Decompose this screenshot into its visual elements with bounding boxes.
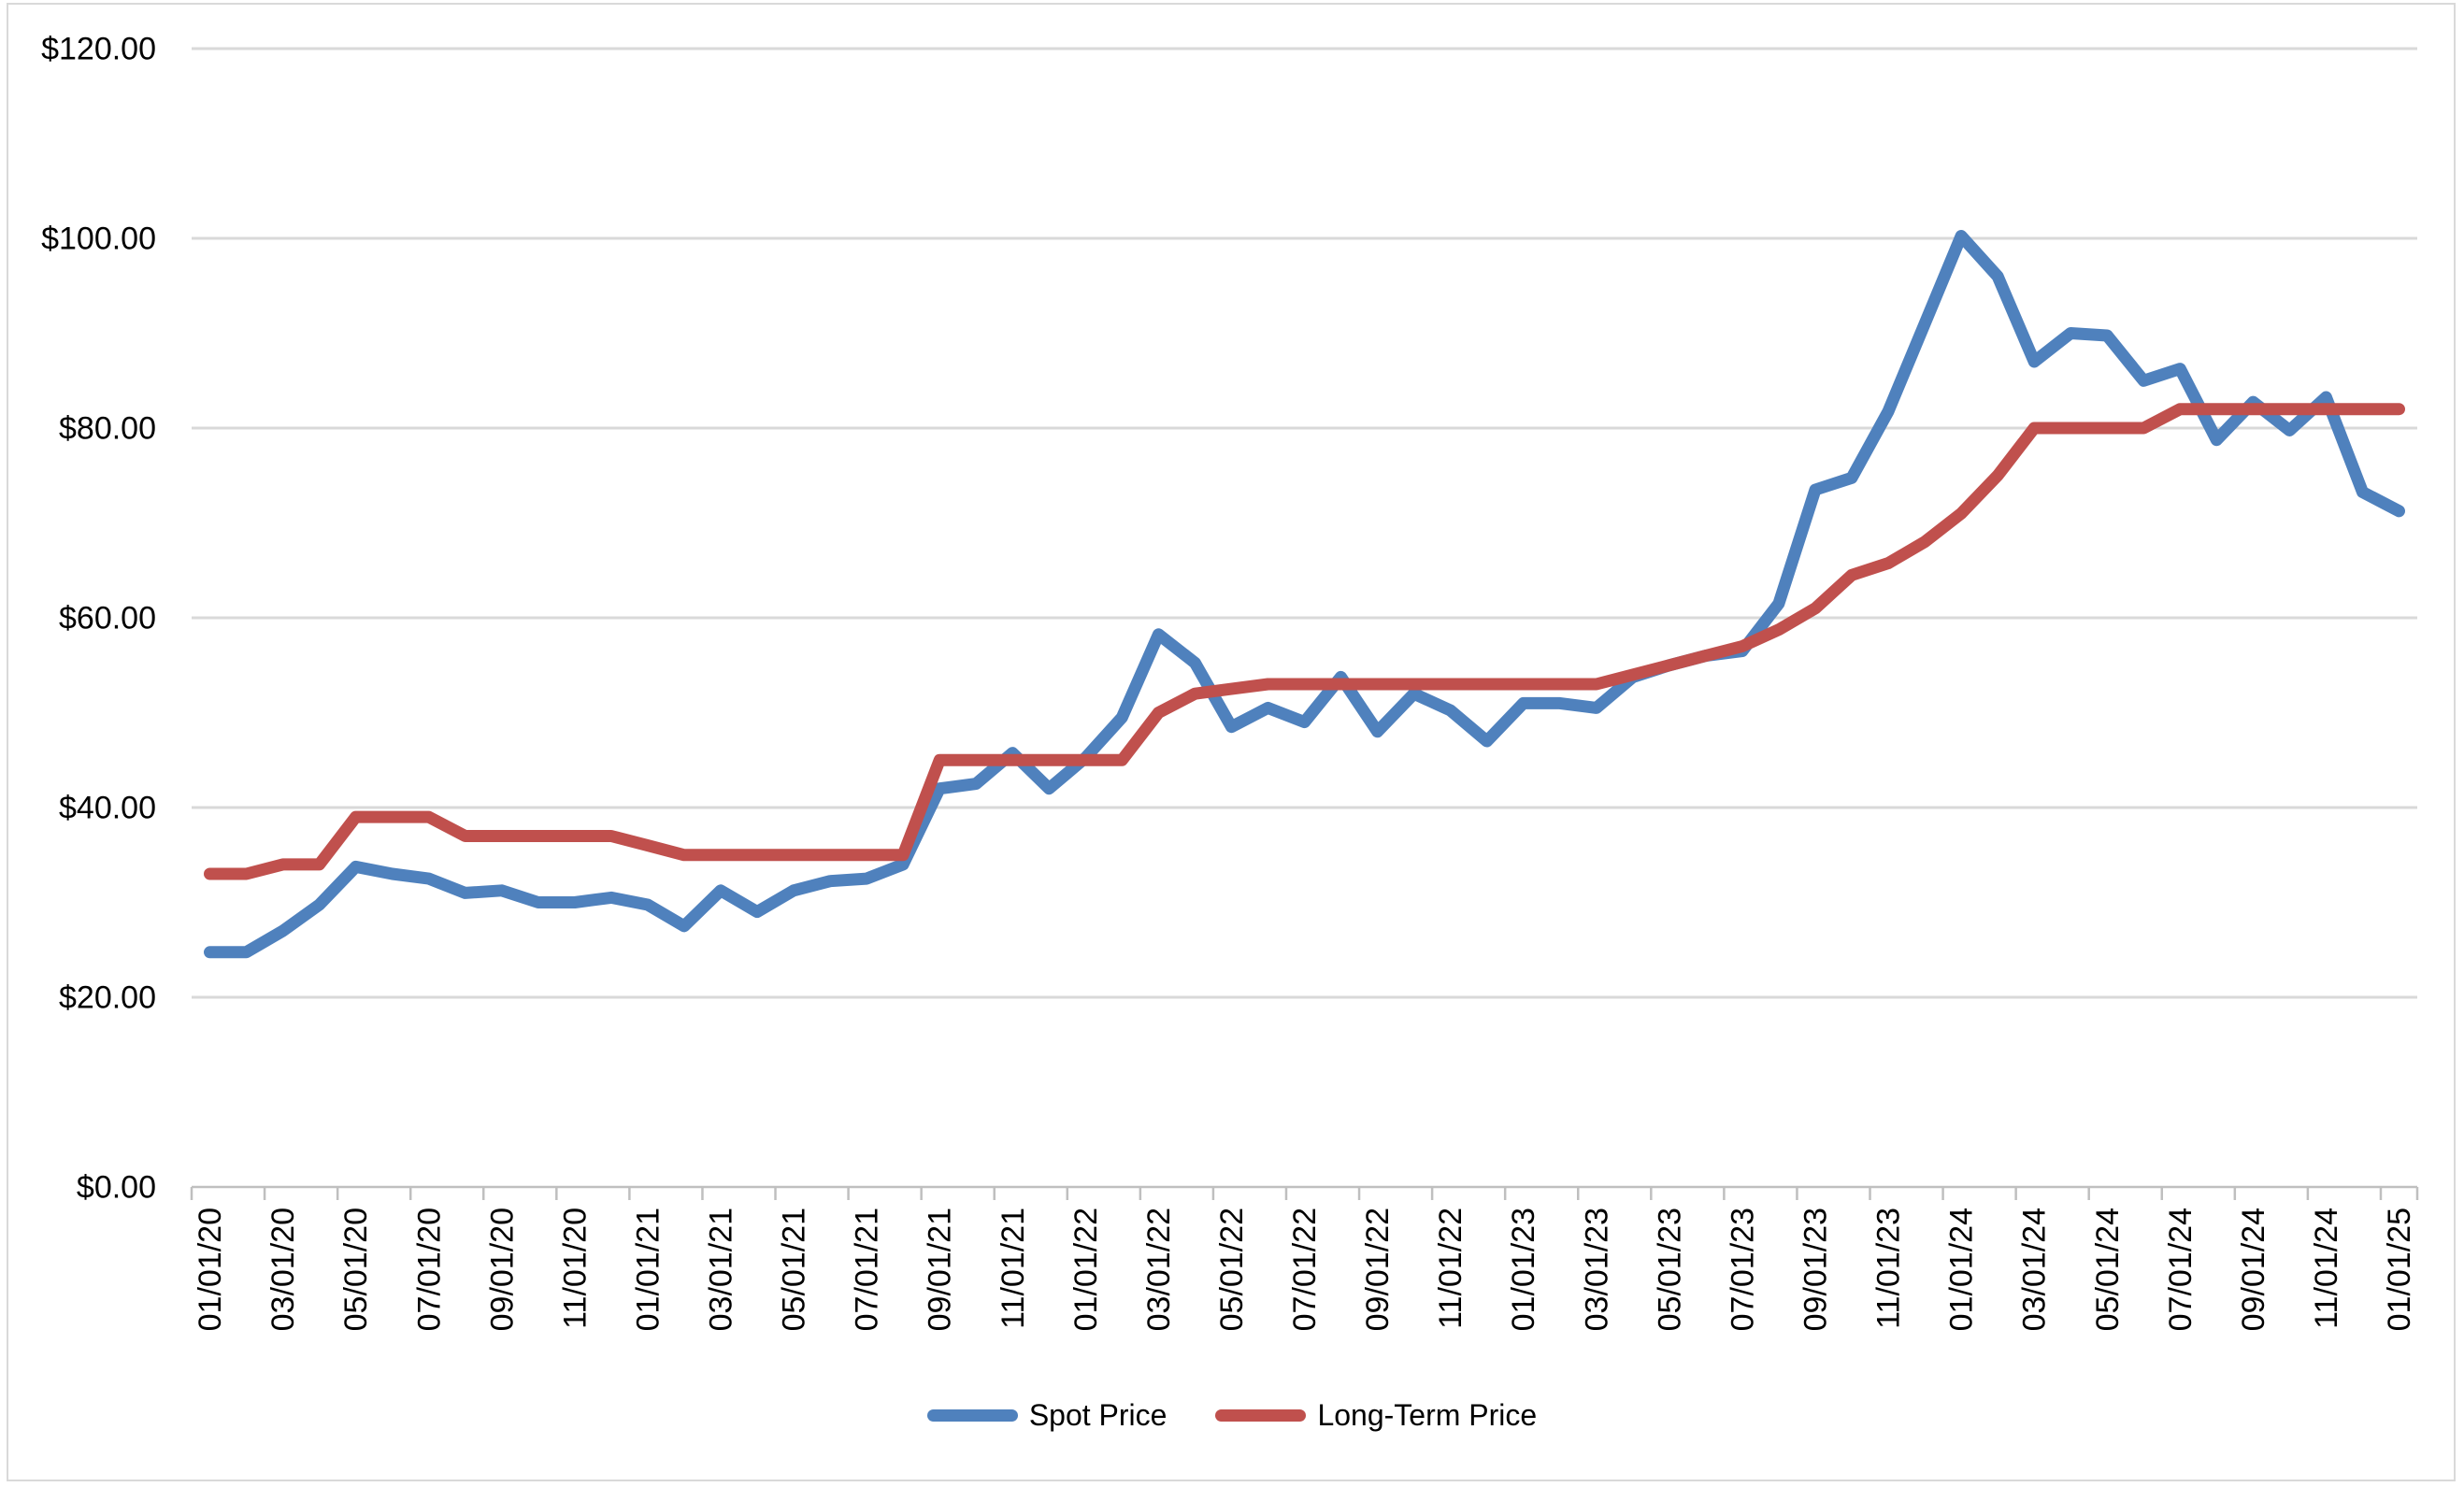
- legend-item-spot-price: Spot Price: [926, 1398, 1168, 1433]
- x-axis-label: 07/01/23: [1725, 1208, 1760, 1331]
- x-axis-label: 07/01/21: [850, 1208, 885, 1331]
- x-axis-label: 11/01/24: [2309, 1208, 2344, 1329]
- long-term-price-line-swatch: [1215, 1409, 1307, 1422]
- legend-label-long-term-price: Long-Term Price: [1317, 1398, 1538, 1432]
- x-axis-label: 11/01/20: [557, 1208, 593, 1329]
- series-line-spot-price: [204, 230, 2405, 959]
- x-axis-label: 07/01/22: [1287, 1208, 1323, 1331]
- y-axis-label: $100.00: [41, 222, 156, 257]
- x-axis-label: 05/01/23: [1652, 1208, 1687, 1331]
- x-axis-label: 03/01/21: [704, 1208, 739, 1331]
- x-axis-label: 09/01/24: [2236, 1208, 2271, 1331]
- x-axis-label: 03/01/23: [1579, 1208, 1614, 1331]
- x-axis-label: 03/01/20: [265, 1208, 301, 1331]
- x-axis-label: 03/01/22: [1141, 1208, 1177, 1331]
- x-axis-label: 07/01/24: [2163, 1208, 2199, 1331]
- x-axis-label: 05/01/21: [777, 1208, 812, 1331]
- x-axis-label: 09/01/20: [484, 1208, 520, 1331]
- y-axis-label: $0.00: [77, 1170, 156, 1206]
- x-axis-label: 01/01/20: [193, 1208, 228, 1331]
- x-axis-label: 09/01/22: [1360, 1208, 1396, 1331]
- x-axis-label: 03/01/24: [2017, 1208, 2053, 1331]
- spot-price-line-swatch: [926, 1409, 1018, 1422]
- y-axis-label: $20.00: [59, 980, 156, 1016]
- y-axis-label: $120.00: [41, 32, 156, 67]
- x-axis-label: 11/01/23: [1871, 1208, 1907, 1329]
- x-axis-label: 01/01/21: [630, 1208, 666, 1331]
- y-axis-label: $80.00: [59, 411, 156, 447]
- y-axis-label: $40.00: [59, 791, 156, 826]
- x-axis-label: 01/01/24: [1944, 1208, 1980, 1331]
- x-axis-label: 09/01/23: [1798, 1208, 1834, 1331]
- series-line-long-term-price: [204, 403, 2405, 880]
- x-axis-label: 09/01/21: [923, 1208, 958, 1331]
- legend-label-spot-price: Spot Price: [1028, 1398, 1168, 1432]
- legend-item-long-term-price: Long-Term Price: [1215, 1398, 1537, 1433]
- x-axis-label: 11/01/21: [996, 1208, 1031, 1329]
- x-axis-label: 05/01/22: [1214, 1208, 1250, 1331]
- legend: Spot Price Long-Term Price: [0, 1398, 2464, 1433]
- x-axis-label: 05/01/20: [338, 1208, 374, 1331]
- x-axis-label: 01/01/23: [1506, 1208, 1541, 1331]
- x-axis-label: 01/01/25: [2382, 1208, 2417, 1331]
- x-axis-label: 11/01/22: [1433, 1208, 1468, 1329]
- y-axis-label: $60.00: [59, 601, 156, 636]
- x-axis-label: 05/01/24: [2090, 1208, 2126, 1331]
- chart-border: [7, 3, 2456, 1481]
- x-axis-label: 01/01/22: [1068, 1208, 1104, 1331]
- x-axis-label: 07/01/20: [411, 1208, 447, 1331]
